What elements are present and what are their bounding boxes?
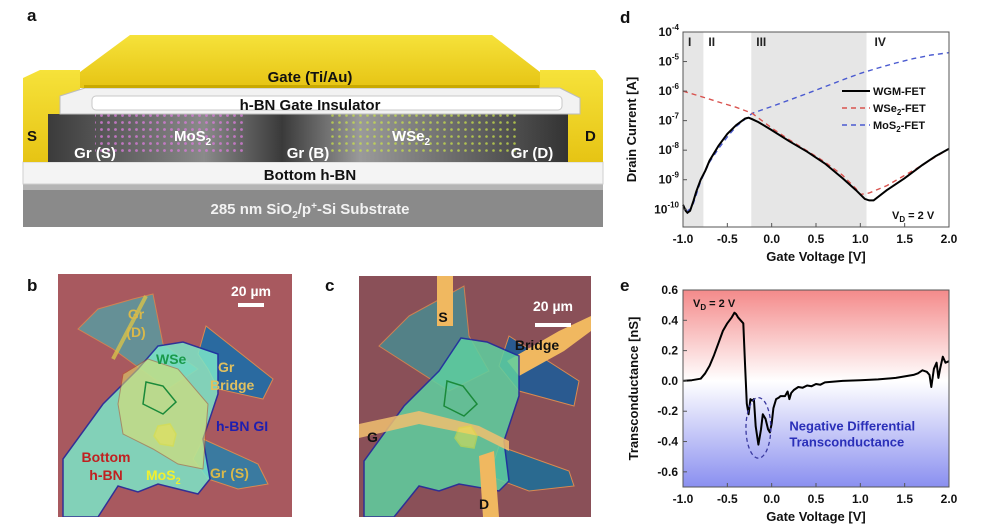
scale-bar-label: 20 µm (231, 283, 271, 299)
series-wse2-fet (682, 90, 950, 196)
region-label-IV: IV (875, 35, 886, 49)
gr-bridge-label-2: Bridge (210, 377, 255, 393)
panel-e-letter: e (620, 276, 630, 295)
ndt-circle (745, 396, 772, 459)
gr-s-label: Gr (S) (74, 145, 116, 162)
micrograph-b: 20 µm Gr (D) WSe Gr Bridge h-BN GI Botto… (58, 274, 292, 517)
y-tick-label: 10-4 (659, 23, 680, 39)
scale-bar-label-c: 20 µm (533, 298, 573, 314)
panel-b-letter: b (27, 276, 38, 295)
y-tick-label: -0.6 (657, 465, 678, 479)
x-tick-label: 1.5 (896, 232, 913, 246)
gr-s-label: Gr (S) (210, 465, 249, 481)
gate-label-c: G (367, 429, 378, 445)
panel-a-letter: a (27, 6, 37, 25)
y-tick-label: 10-8 (659, 141, 680, 157)
ndt-label-line2: Transconductance (789, 434, 904, 449)
y-tick-label: 10-6 (659, 82, 680, 98)
wse2-label: WSe (156, 351, 187, 367)
source-label: S (27, 128, 37, 145)
chart-d: I II III IV-1.0 -0.5 0.0 0.5 1.0 1.5 2.010-410-51… (624, 23, 958, 264)
legend-label: WGM-FET (873, 86, 926, 98)
legend-label: WSe2-FET (873, 103, 926, 117)
panel-c-letter: c (325, 276, 335, 295)
drain-label-c: D (479, 496, 489, 512)
drain-electrode (479, 451, 499, 517)
substrate-label: 285 nm SiO2/p+-Si Substrate (211, 201, 410, 221)
y-tick-label: 0.0 (661, 374, 678, 388)
gr-d-label-2: (D) (126, 324, 145, 340)
region-label-III: III (756, 35, 766, 49)
x-tick-label: 1.0 (852, 232, 869, 246)
micrograph-c: 20 µm S Bridge G D (359, 276, 591, 517)
gr-b-label: Gr (B) (287, 145, 330, 162)
y-tick-label: 10-5 (659, 53, 680, 69)
bridge-electrode (507, 316, 591, 376)
x-tick-label: -0.5 (717, 492, 738, 506)
y-axis-label: Drain Current [A] (624, 77, 639, 182)
y-tick-label: 10-7 (659, 112, 680, 128)
vd-annotation: VD = 2 V (892, 210, 935, 224)
bridge-label-c: Bridge (515, 337, 560, 353)
panel-d-letter: d (620, 8, 631, 27)
x-tick-label: -1.0 (673, 492, 694, 506)
region-shade-I (683, 32, 704, 227)
scale-bar (238, 303, 264, 307)
y-tick-label: 0.4 (661, 313, 678, 327)
gate-electrode (80, 35, 540, 88)
wse2-outline (142, 381, 178, 415)
gate-electrode-c (359, 411, 509, 451)
x-tick-label: 0.5 (808, 232, 825, 246)
x-tick-label: 2.0 (941, 492, 958, 506)
ndt-label-line1: Negative Differential (789, 418, 915, 433)
x-axis-label: Gate Voltage [V] (766, 249, 865, 264)
source-label-c: S (438, 309, 447, 325)
y-tick-label: -0.4 (657, 435, 678, 449)
x-tick-label: 0.0 (763, 232, 780, 246)
series-wgm-fet (682, 116, 950, 215)
bottom-hbn-label-2: h-BN (89, 467, 122, 483)
drain-label: D (585, 128, 596, 145)
y-axis-label: Transconductance [nS] (626, 317, 641, 461)
y-tick-label: -0.2 (657, 404, 678, 418)
series-transconductance (682, 311, 950, 446)
plot-area-gradient (683, 290, 949, 487)
x-tick-label: 1.5 (896, 492, 913, 506)
x-tick-label: 2.0 (941, 232, 958, 246)
bottom-hbn-label: Bottom (82, 449, 131, 465)
region-shade-III (751, 32, 867, 227)
y-tick-label: 0.6 (661, 283, 678, 297)
gate-insulator-label: h-BN Gate Insulator (240, 97, 381, 114)
vd-annotation: VD = 2 V (693, 298, 736, 312)
legend-label: MoS2-FET (873, 120, 925, 134)
gate-label: Gate (Ti/Au) (268, 69, 353, 86)
x-tick-label: 0.5 (808, 492, 825, 506)
wse2-label: WSe2 (392, 128, 431, 148)
region-label-II: II (708, 35, 715, 49)
mos2-outline (153, 423, 177, 447)
device-schematic: Gate (Ti/Au) h-BN Gate Insulator S D Gr … (22, 35, 604, 227)
y-tick-label: 10-10 (654, 200, 679, 216)
bottom-hbn-label: Bottom h-BN (264, 167, 356, 184)
region-label-I: I (688, 35, 691, 49)
source-electrode (437, 276, 453, 326)
hbn-gi-label: h-BN GI (216, 418, 268, 434)
x-tick-label: 0.0 (763, 492, 780, 506)
mos2-label: MoS2 (146, 467, 181, 486)
gr-d-label: Gr (128, 306, 145, 322)
substrate-layer (23, 184, 603, 227)
gr-bridge-label: Gr (218, 359, 235, 375)
x-tick-label: -1.0 (673, 232, 694, 246)
x-tick-label: -0.5 (717, 232, 738, 246)
x-tick-label: 1.0 (852, 492, 869, 506)
mos2-label: MoS2 (174, 128, 212, 148)
y-tick-label: 10-9 (659, 171, 680, 187)
scale-bar-c (535, 323, 571, 327)
x-axis-label: Gate Voltage [V] (766, 509, 865, 524)
gr-d-label: Gr (D) (511, 145, 554, 162)
y-tick-label: 0.2 (661, 344, 678, 358)
